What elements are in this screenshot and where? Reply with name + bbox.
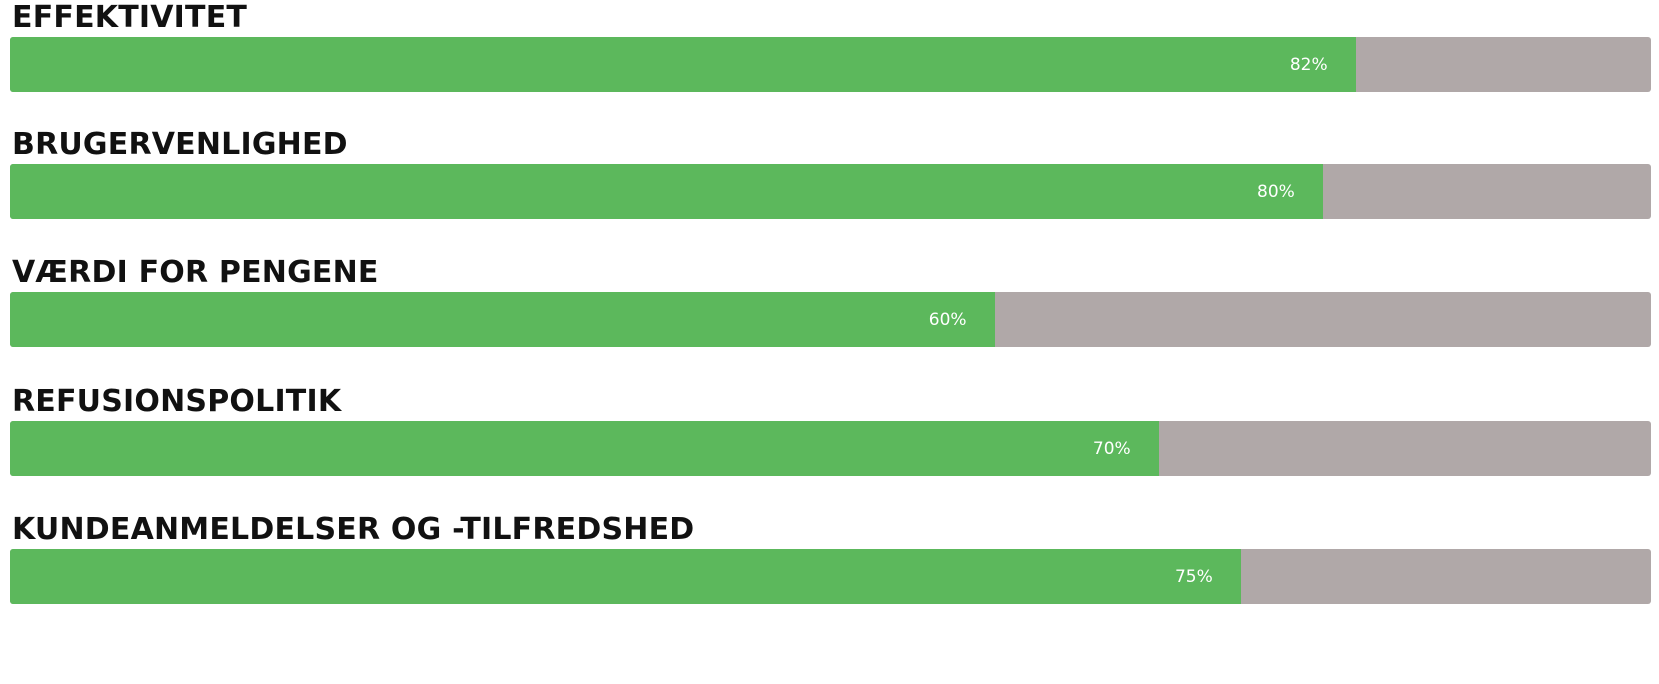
bar-fill: 82% — [10, 37, 1356, 92]
rating-label: EFFEKTIVITET — [12, 0, 248, 35]
bar-fill: 60% — [10, 292, 995, 347]
rating-kundeanmeldelser: KUNDEANMELDELSER OG -TILFREDSHED 75% — [10, 512, 1651, 622]
rating-label: BRUGERVENLIGHED — [12, 127, 348, 162]
rating-vaerdi-for-pengene: VÆRDI FOR PENGENE 60% — [10, 255, 1651, 365]
rating-label: KUNDEANMELDELSER OG -TILFREDSHED — [12, 512, 695, 547]
bar-value-label: 75% — [1174, 566, 1213, 587]
rating-effektivitet: EFFEKTIVITET 82% — [10, 0, 1651, 110]
bar-fill: 80% — [10, 164, 1323, 219]
rating-refusionspolitik: REFUSIONSPOLITIK 70% — [10, 384, 1651, 494]
bar-fill: 70% — [10, 421, 1159, 476]
bar-value-label: 60% — [928, 309, 967, 330]
rating-brugervenlighed: BRUGERVENLIGHED 80% — [10, 127, 1651, 237]
bar-track: 82% — [10, 37, 1651, 92]
bar-value-label: 82% — [1289, 54, 1328, 75]
rating-label: REFUSIONSPOLITIK — [12, 384, 342, 419]
rating-label: VÆRDI FOR PENGENE — [12, 255, 379, 290]
bar-track: 70% — [10, 421, 1651, 476]
bar-fill: 75% — [10, 549, 1241, 604]
bar-track: 60% — [10, 292, 1651, 347]
bar-track: 75% — [10, 549, 1651, 604]
bar-value-label: 70% — [1092, 438, 1131, 459]
bar-value-label: 80% — [1257, 181, 1295, 202]
bar-track: 80% — [10, 164, 1651, 219]
